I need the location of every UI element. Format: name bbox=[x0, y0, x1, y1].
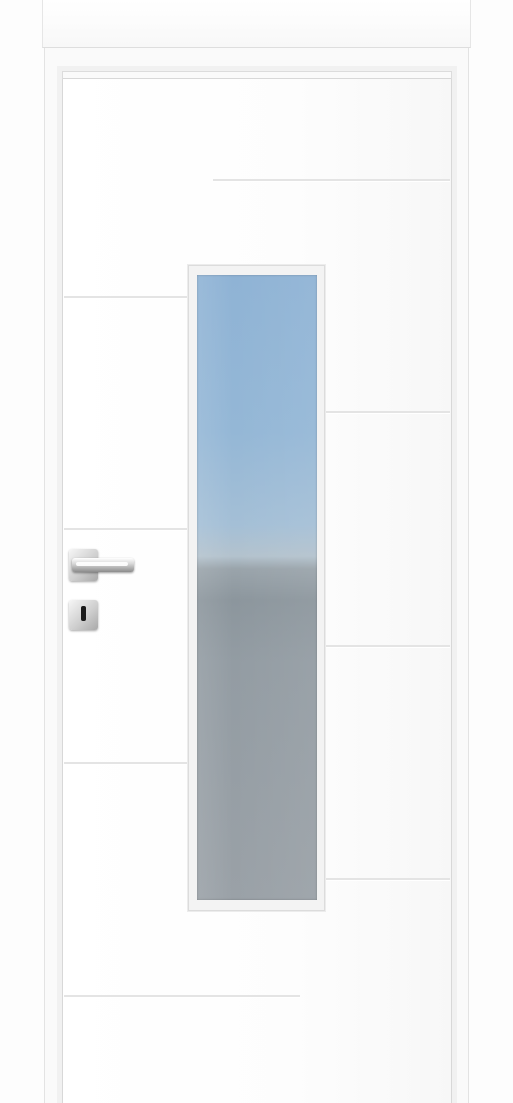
frosted-glass-panel bbox=[197, 275, 317, 900]
groove-line bbox=[64, 762, 188, 764]
door-header-trim bbox=[42, 0, 471, 48]
groove-line bbox=[64, 296, 188, 298]
handle-highlight bbox=[76, 562, 128, 566]
groove-line bbox=[325, 411, 450, 413]
groove-line bbox=[325, 878, 450, 880]
groove-line bbox=[213, 179, 450, 181]
glass-reflection bbox=[197, 275, 317, 900]
door-jamb bbox=[57, 66, 457, 1103]
groove-line bbox=[325, 645, 450, 647]
keyhole-icon[interactable] bbox=[81, 606, 86, 621]
groove-line bbox=[64, 528, 188, 530]
groove-line bbox=[64, 995, 300, 997]
